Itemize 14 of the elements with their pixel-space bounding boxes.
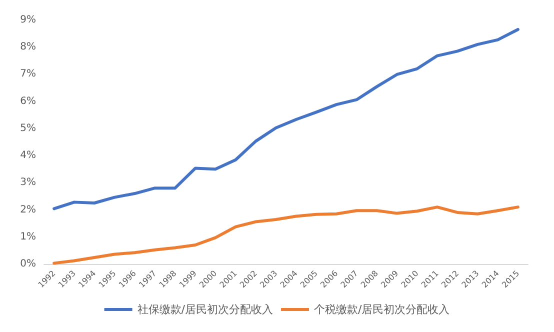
y-tick-label: 9% (20, 14, 36, 26)
y-tick-label: 7% (20, 68, 36, 80)
line-series (52, 28, 520, 210)
y-tick-label: 8% (20, 42, 36, 53)
y-tick-label: 6% (20, 96, 36, 107)
y-tick-label: 2% (20, 204, 36, 216)
legend-label: 社保缴款/居民初次分配收入 (137, 303, 274, 316)
legend-label: 个税缴款/居民初次分配收入 (314, 303, 450, 316)
y-tick-label: 4% (20, 150, 36, 162)
y-tick-label: 0% (20, 258, 36, 270)
line-series (52, 206, 520, 265)
y-tick-label: 1% (20, 231, 36, 242)
y-tick-label: 3% (20, 177, 36, 188)
y-tick-label: 5% (20, 122, 36, 134)
